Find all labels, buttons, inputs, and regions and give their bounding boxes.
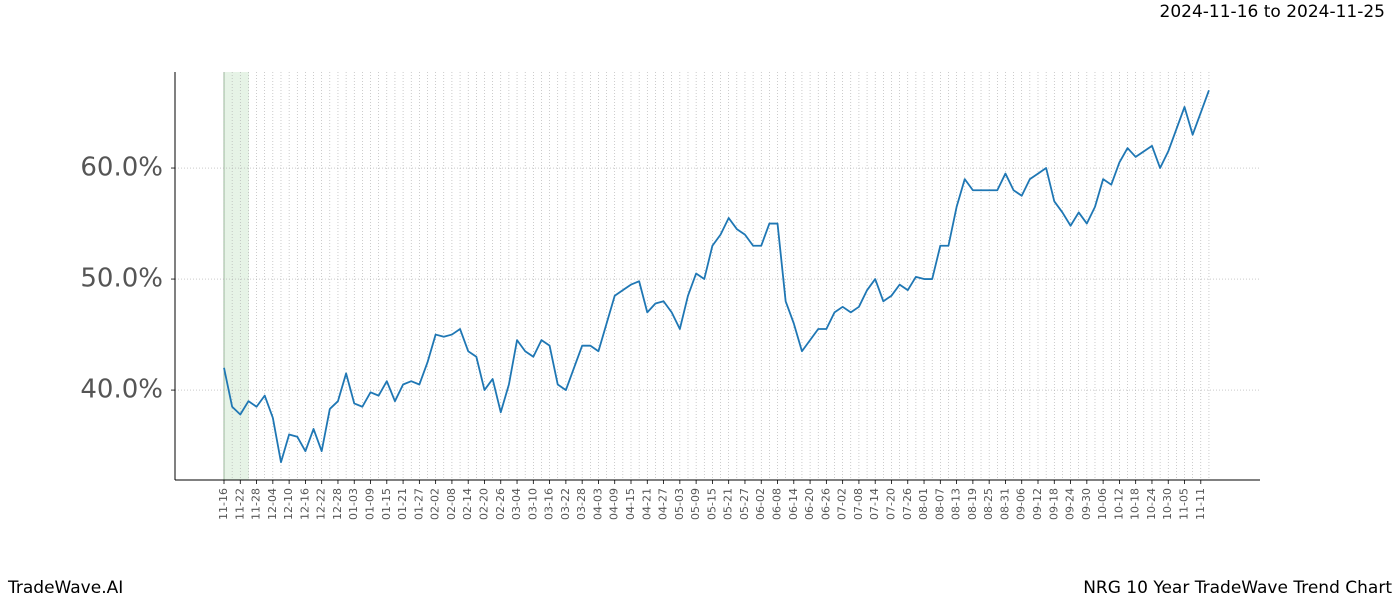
x-tick-label: 10-18 — [1129, 488, 1142, 520]
x-tick-label: 08-07 — [933, 488, 946, 520]
x-tick-label: 11-05 — [1178, 488, 1191, 520]
x-tick-label: 12-10 — [282, 488, 295, 520]
x-tick-label: 01-27 — [412, 488, 425, 520]
x-tick-label: 03-10 — [526, 488, 539, 520]
x-tick-label: 06-14 — [787, 488, 800, 520]
series-line — [223, 90, 1210, 464]
x-tick-label: 03-28 — [575, 488, 588, 520]
y-tick-label: 50.0% — [80, 264, 163, 294]
y-tick-label: 40.0% — [80, 375, 163, 405]
x-tick-label: 06-26 — [819, 488, 832, 520]
x-tick-label: 02-14 — [461, 488, 474, 520]
x-tick-label: 12-16 — [298, 488, 311, 520]
footer-left: TradeWave.AI — [7, 578, 123, 598]
x-tick-label: 03-04 — [510, 488, 523, 520]
y-tick-label: 60.0% — [80, 153, 163, 183]
x-tick-label: 11-28 — [250, 488, 263, 520]
footer-right: NRG 10 Year TradeWave Trend Chart — [1083, 578, 1392, 598]
x-tick-label: 02-08 — [445, 488, 458, 520]
x-tick-label: 10-24 — [1145, 488, 1158, 520]
x-tick-label: 03-16 — [543, 488, 556, 520]
x-tick-label: 05-15 — [705, 488, 718, 520]
x-tick-label: 09-30 — [1080, 488, 1093, 520]
x-tick-label: 01-03 — [347, 488, 360, 520]
x-tick-label: 09-06 — [1015, 488, 1028, 520]
x-tick-label: 04-09 — [608, 488, 621, 520]
x-tick-label: 11-11 — [1194, 488, 1207, 520]
x-tick-label: 08-19 — [966, 488, 979, 520]
x-tick-label: 05-03 — [673, 488, 686, 520]
x-tick-label: 07-02 — [836, 488, 849, 520]
x-tick-label: 09-18 — [1047, 488, 1060, 520]
highlight-span — [224, 72, 249, 480]
x-tick-label: 04-27 — [657, 488, 670, 520]
x-tick-label: 08-31 — [998, 488, 1011, 520]
x-tick-label: 04-15 — [624, 488, 637, 520]
x-tick-label: 08-01 — [917, 488, 930, 520]
x-tick-label: 05-21 — [722, 488, 735, 520]
x-tick-label: 08-25 — [982, 488, 995, 520]
x-tick-label: 02-02 — [429, 488, 442, 520]
x-tick-label: 09-12 — [1031, 488, 1044, 520]
x-tick-label: 02-26 — [494, 488, 507, 520]
x-tick-label: 07-14 — [868, 488, 881, 520]
x-tick-label: 01-15 — [380, 488, 393, 520]
x-tick-label: 07-08 — [852, 488, 865, 520]
x-tick-label: 10-06 — [1096, 488, 1109, 520]
x-tick-label: 01-09 — [364, 488, 377, 520]
x-tick-label: 07-20 — [884, 488, 897, 520]
x-tick-label: 02-20 — [477, 488, 490, 520]
x-tick-label: 08-13 — [950, 488, 963, 520]
x-tick-label: 10-12 — [1112, 488, 1125, 520]
x-tick-label: 06-20 — [803, 488, 816, 520]
x-tick-label: 03-22 — [559, 488, 572, 520]
x-tick-label: 06-08 — [771, 488, 784, 520]
x-tick-label: 01-21 — [396, 488, 409, 520]
x-tick-label: 07-26 — [901, 488, 914, 520]
chart-title: 2024-11-16 to 2024-11-25 — [1160, 2, 1385, 22]
x-tick-label: 09-24 — [1064, 488, 1077, 520]
x-tick-label: 05-09 — [689, 488, 702, 520]
x-tick-label: 04-03 — [591, 488, 604, 520]
x-tick-label: 05-27 — [738, 488, 751, 520]
x-tick-label: 11-22 — [233, 488, 246, 520]
x-tick-label: 04-21 — [640, 488, 653, 520]
x-tick-label: 12-22 — [315, 488, 328, 520]
x-tick-label: 12-04 — [266, 488, 279, 520]
x-tick-label: 06-02 — [754, 488, 767, 520]
x-tick-label: 11-16 — [217, 488, 230, 520]
x-tick-label: 12-28 — [331, 488, 344, 520]
x-tick-label: 10-30 — [1161, 488, 1174, 520]
